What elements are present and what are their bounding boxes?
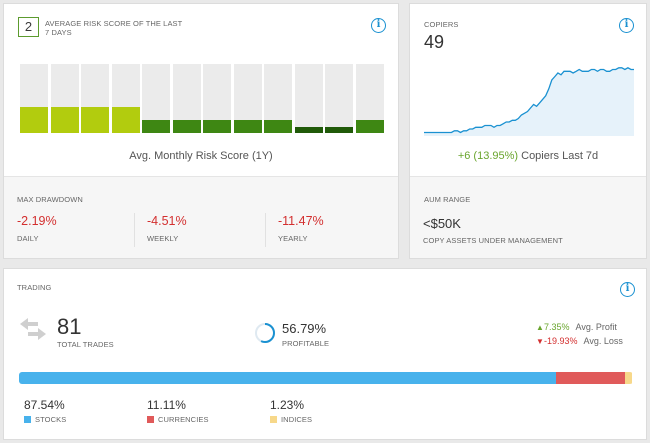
aum-section: AUM RANGE <$50K COPY ASSETS UNDER MANAGE… [410, 176, 646, 258]
copiers-trend-line [424, 67, 634, 134]
avg-profit-label: Avg. Profit [575, 322, 617, 332]
copiers-trend-area [424, 67, 634, 136]
drawdown-daily-label: DAILY [17, 234, 39, 243]
drawdown-daily: -2.19% DAILY [17, 214, 136, 250]
risk-bar-slot[interactable] [294, 64, 323, 133]
indices-swatch [270, 416, 277, 423]
risk-bar-slot[interactable] [355, 64, 384, 133]
profitable-value: 56.79% [282, 321, 327, 336]
avg-loss-label: Avg. Loss [583, 336, 623, 346]
drawdown-daily-value: -2.19% [17, 214, 57, 228]
risk-bar [233, 119, 262, 133]
total-trades-label: TOTAL TRADES [57, 340, 114, 349]
aum-caption: AUM RANGE [424, 195, 471, 204]
risk-bar-slot[interactable] [172, 64, 201, 133]
drawdown-yearly-label: YEARLY [278, 234, 308, 243]
drawdown-weekly: -4.51% WEEKLY [147, 214, 266, 250]
copiers-change-value: +6 (13.95%) [457, 150, 519, 162]
allocation-segment-currencies[interactable] [556, 372, 625, 384]
arrow-up-icon: ▲ [536, 323, 544, 332]
drawdown-yearly-value: -11.47% [278, 214, 324, 228]
risk-bar [20, 106, 48, 133]
allocation-bar [19, 372, 633, 384]
divider [134, 213, 135, 247]
avg-profit-value: 7.35% [544, 322, 570, 332]
risk-bar-slot[interactable] [50, 64, 79, 133]
copiers-section: COPIERS 49 i +6 (13.95%) Copiers Last 7d [410, 4, 646, 176]
monthly-risk-label: Avg. Monthly Risk Score (1Y) [129, 150, 273, 162]
legend-currencies: 11.11% CURRENCIES [147, 398, 209, 424]
trading-card: TRADING i 81 TOTAL TRADES 56.79% PROFITA… [3, 268, 647, 440]
risk-bar [142, 119, 170, 133]
profitable-ring-chart [255, 323, 275, 343]
risk-bar [264, 119, 292, 133]
info-icon[interactable]: i [619, 18, 634, 33]
copiers-caption: COPIERS [424, 20, 459, 29]
drawdown-weekly-value: -4.51% [147, 214, 187, 228]
currencies-label: CURRENCIES [158, 415, 209, 424]
divider [265, 213, 266, 247]
copiers-count: 49 [424, 32, 445, 52]
stocks-swatch [24, 416, 31, 423]
arrow-down-icon: ▼ [536, 337, 544, 346]
allocation-segment-stocks[interactable] [19, 372, 557, 384]
avg-loss-value: -19.93% [544, 336, 578, 346]
copiers-change-label: Copiers Last 7d [521, 150, 599, 162]
risk-bar [355, 119, 384, 133]
avg-loss-row: ▼-19.93% Avg. Loss [536, 336, 623, 346]
max-drawdown-section: MAX DRAWDOWN -2.19% DAILY -4.51% WEEKLY … [4, 176, 398, 258]
trading-caption: TRADING [17, 283, 52, 292]
aum-value: <$50K [423, 216, 461, 231]
profitable-ring-arc [255, 323, 275, 343]
risk-score-badge[interactable]: 2 [18, 17, 39, 37]
profitable-label: PROFITABLE [282, 339, 330, 348]
copiers-trend-chart [424, 67, 634, 136]
indices-label: INDICES [281, 415, 313, 424]
aum-label: COPY ASSETS UNDER MANAGEMENT [423, 236, 563, 245]
indices-value: 1.23% [270, 398, 305, 412]
allocation-segment-indices[interactable] [624, 372, 633, 384]
risk-bar-slot[interactable] [203, 64, 231, 133]
info-icon[interactable]: i [620, 282, 635, 297]
risk-bar [203, 119, 231, 133]
drawdown-yearly: -11.47% YEARLY [278, 214, 397, 250]
risk-score-card: 2 AVERAGE RISK SCORE OF THE LAST 7 DAYS … [3, 3, 399, 259]
avg-profit-row: ▲7.35% Avg. Profit [536, 322, 617, 332]
risk-bar-slot[interactable] [111, 64, 140, 133]
risk-bar-slot[interactable] [142, 64, 170, 133]
risk-bar [50, 106, 79, 133]
drawdown-weekly-label: WEEKLY [147, 234, 179, 243]
risk-bar [325, 126, 353, 133]
stocks-value: 87.54% [24, 398, 65, 412]
currencies-value: 11.11% [147, 398, 186, 412]
risk-bar [172, 119, 201, 133]
risk-bar [111, 106, 140, 133]
info-icon[interactable]: i [371, 18, 386, 33]
risk-bar-slot[interactable] [264, 64, 292, 133]
risk-bar [294, 126, 323, 133]
risk-bar-slot[interactable] [233, 64, 262, 133]
legend-indices: 1.23% INDICES [270, 398, 312, 424]
stocks-label: STOCKS [35, 415, 67, 424]
copiers-change: +6 (13.95%) Copiers Last 7d [410, 150, 646, 162]
monthly-risk-chart [20, 64, 384, 133]
risk-score-caption: AVERAGE RISK SCORE OF THE LAST 7 DAYS [45, 19, 183, 37]
risk-bar [81, 106, 109, 133]
risk-bar-slot[interactable] [81, 64, 109, 133]
total-trades-value: 81 [57, 314, 82, 339]
currencies-swatch [147, 416, 154, 423]
max-drawdown-title: MAX DRAWDOWN [17, 195, 83, 204]
swap-arrows-icon [20, 318, 46, 340]
risk-bar-slot[interactable] [20, 64, 48, 133]
risk-bar-slot[interactable] [325, 64, 353, 133]
legend-stocks: 87.54% STOCKS [24, 398, 66, 424]
copiers-card: COPIERS 49 i +6 (13.95%) Copiers Last 7d… [409, 3, 647, 259]
risk-score-section: 2 AVERAGE RISK SCORE OF THE LAST 7 DAYS … [4, 4, 398, 176]
